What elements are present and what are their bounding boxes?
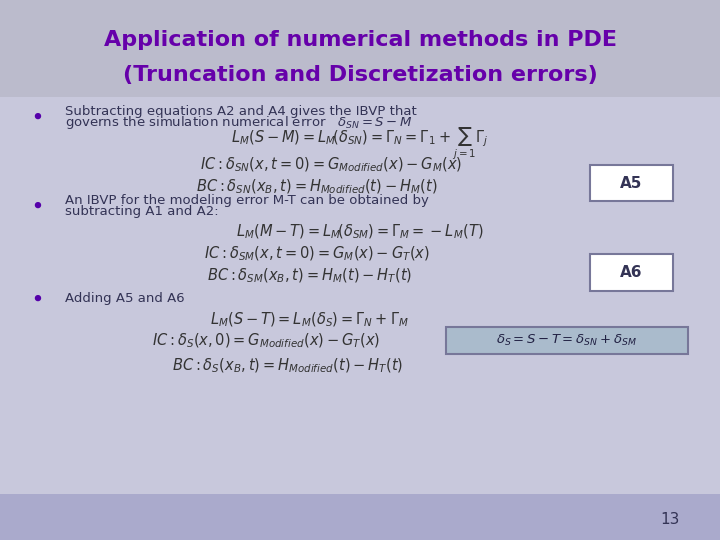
Text: $\bullet$: $\bullet$ xyxy=(30,195,42,215)
Text: Adding A5 and A6: Adding A5 and A6 xyxy=(65,292,184,305)
Text: $L_M(M - T) = L_M\!\left(\delta_{SM}\right) = \Gamma_M = -L_M(T)$: $L_M(M - T) = L_M\!\left(\delta_{SM}\rig… xyxy=(236,223,484,241)
FancyBboxPatch shape xyxy=(446,327,688,354)
FancyBboxPatch shape xyxy=(0,494,720,540)
Text: An IBVP for the modeling error M-T can be obtained by: An IBVP for the modeling error M-T can b… xyxy=(65,194,428,207)
Text: $\bullet$: $\bullet$ xyxy=(30,288,42,308)
Text: $L_M(S - M) = L_M\!\left(\delta_{SN}\right) = \Gamma_N = \Gamma_1 + \sum_{j=1} \: $L_M(S - M) = L_M\!\left(\delta_{SN}\rig… xyxy=(231,126,489,162)
Text: $IC: \delta_{SM}(x,t=0) = G_M(x) - G_T(x)$: $IC: \delta_{SM}(x,t=0) = G_M(x) - G_T(x… xyxy=(204,245,430,263)
Text: $\delta_S = S - T = \delta_{SN} + \delta_{SM}$: $\delta_S = S - T = \delta_{SN} + \delta… xyxy=(496,333,637,348)
Text: $L_M(S - T) = L_M(\delta_S) = \Gamma_N + \Gamma_M$: $L_M(S - T) = L_M(\delta_S) = \Gamma_N +… xyxy=(210,310,409,329)
Text: Subtracting equations A2 and A4 gives the IBVP that: Subtracting equations A2 and A4 gives th… xyxy=(65,105,417,118)
Text: subtracting A1 and A2:: subtracting A1 and A2: xyxy=(65,205,218,218)
Text: Application of numerical methods in PDE: Application of numerical methods in PDE xyxy=(104,30,616,51)
FancyBboxPatch shape xyxy=(590,165,673,201)
Text: A6: A6 xyxy=(620,265,643,280)
FancyBboxPatch shape xyxy=(590,254,673,291)
Text: $BC: \delta_{SM}(x_B,t) = H_M(t) - H_T(t)$: $BC: \delta_{SM}(x_B,t) = H_M(t) - H_T(t… xyxy=(207,266,413,285)
Text: $IC: \delta_S(x,0) = G_{Modified}(x) - G_T(x)$: $IC: \delta_S(x,0) = G_{Modified}(x) - G… xyxy=(153,332,380,350)
Text: (Truncation and Discretization errors): (Truncation and Discretization errors) xyxy=(122,64,598,85)
Text: $BC: \delta_{SN}(x_B,t) = H_{Modified}(t) - H_M(t)$: $BC: \delta_{SN}(x_B,t) = H_{Modified}(t… xyxy=(196,177,438,195)
Text: $BC: \delta_S(x_B,t) = H_{Modified}(t) - H_T(t)$: $BC: \delta_S(x_B,t) = H_{Modified}(t) -… xyxy=(172,357,404,375)
Text: $IC: \delta_{SN}(x,t=0) = G_{Modified}(x) - G_M(x)$: $IC: \delta_{SN}(x,t=0) = G_{Modified}(x… xyxy=(200,156,462,174)
Text: 13: 13 xyxy=(660,512,679,527)
Text: A5: A5 xyxy=(620,176,643,191)
Text: $\bullet$: $\bullet$ xyxy=(30,106,42,126)
FancyBboxPatch shape xyxy=(0,0,720,97)
Text: governs the simulation numerical error   $\delta_{SN} = S - M$: governs the simulation numerical error $… xyxy=(65,114,413,131)
